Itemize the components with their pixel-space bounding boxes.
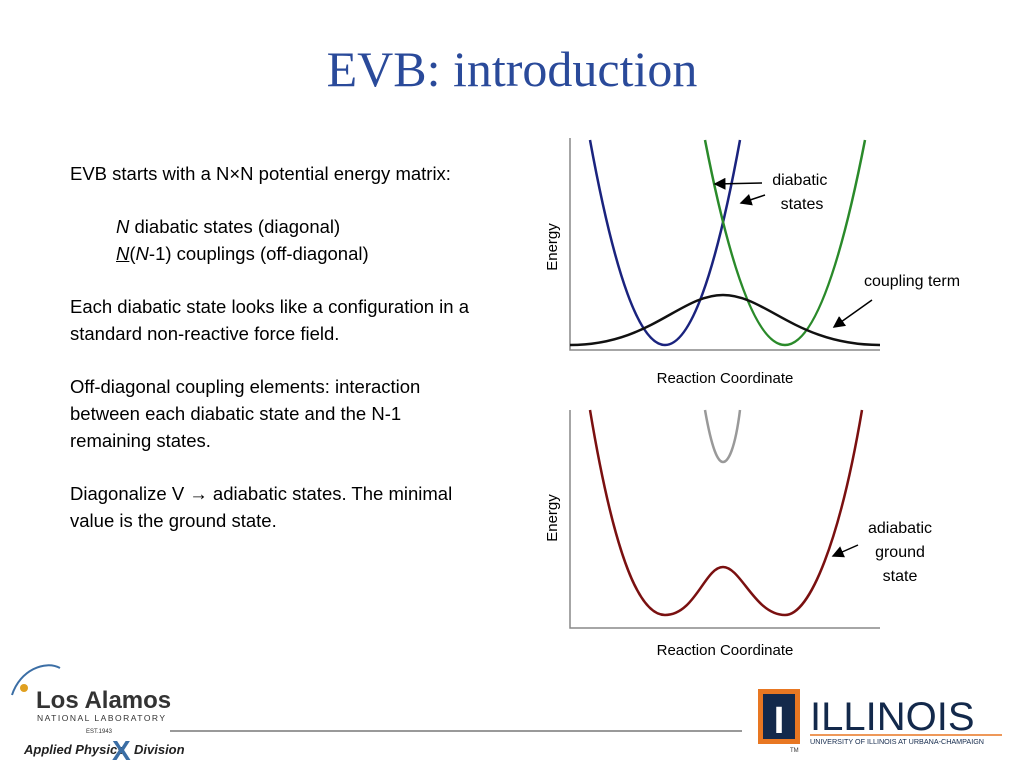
lanl-est: EST.1943: [86, 729, 113, 735]
y-axis-label: Energy: [544, 494, 561, 542]
arrow: [739, 193, 766, 206]
apd-x: X: [112, 735, 131, 766]
slide-title: EVB: introduction: [326, 41, 698, 97]
top-plot: Energy Reaction Coordinate diabatic stat…: [544, 138, 960, 387]
text: (: [129, 243, 136, 264]
arrow: [832, 299, 873, 328]
axes: [569, 138, 880, 351]
lanl-name: Los Alamos: [36, 687, 171, 714]
arrow: [831, 544, 859, 558]
illinois-i: I: [774, 700, 785, 742]
annotation-line: ground: [875, 544, 925, 561]
lanl-dot: [20, 684, 28, 692]
annotation-line: state: [883, 568, 918, 585]
illinois-block-inner: [763, 694, 795, 739]
annotation: coupling term: [864, 273, 960, 290]
symbol: N: [116, 216, 130, 237]
apd-text: Applied Physics: [23, 742, 124, 757]
paragraph: Each diabatic state looks like a configu…: [70, 296, 470, 344]
ground-curve: [588, 409, 864, 617]
axes: [569, 410, 880, 629]
x-axis-label: Reaction Coordinate: [657, 370, 794, 387]
apd-text: Division: [134, 742, 185, 757]
lanl-sub: NATIONAL LABORATORY: [37, 713, 167, 723]
annotation-line: states: [781, 196, 824, 213]
text: -1) couplings (off-diagonal): [148, 243, 369, 264]
paragraph: Off-diagonal coupling elements: interact…: [70, 376, 421, 451]
coupling-curve: [569, 293, 881, 347]
paragraph: Diagonalize V → adiabatic states. The mi…: [70, 483, 453, 531]
bottom-plot: Energy Reaction Coordinate adiabatic grou…: [544, 409, 932, 659]
trademark: TM: [790, 748, 799, 754]
lanl-swoosh: [11, 664, 61, 696]
annotation-line: diabatic: [772, 172, 827, 189]
list-item: N diabatic states (diagonal): [116, 213, 480, 240]
annotation-line: adiabatic: [868, 520, 932, 537]
illinois-name: ILLINOIS: [810, 695, 975, 739]
annotation: adiabatic ground state: [868, 520, 932, 585]
symbol: N: [116, 243, 130, 264]
text: diabatic states (diagonal): [129, 216, 341, 237]
y-axis-label: Energy: [544, 223, 561, 271]
annotation: diabatic states: [772, 172, 832, 213]
symbol: N: [135, 243, 149, 264]
arrow: [713, 177, 763, 190]
illinois-sub: UNIVERSITY OF ILLINOIS AT URBANA-CHAMPAI…: [810, 737, 984, 746]
diabatic-curve: [703, 139, 867, 346]
x-axis-label: Reaction Coordinate: [657, 642, 794, 659]
diabatic-curve: [588, 139, 742, 346]
list-item: N(N-1) couplings (off-diagonal): [116, 240, 480, 267]
footer: Los Alamos NATIONAL LABORATORY EST.1943 …: [11, 664, 1002, 766]
paragraph: EVB starts with a N×N potential energy m…: [70, 163, 451, 184]
body-text: EVB starts with a N×N potential energy m…: [70, 160, 480, 560]
excited-curve: [703, 409, 742, 464]
